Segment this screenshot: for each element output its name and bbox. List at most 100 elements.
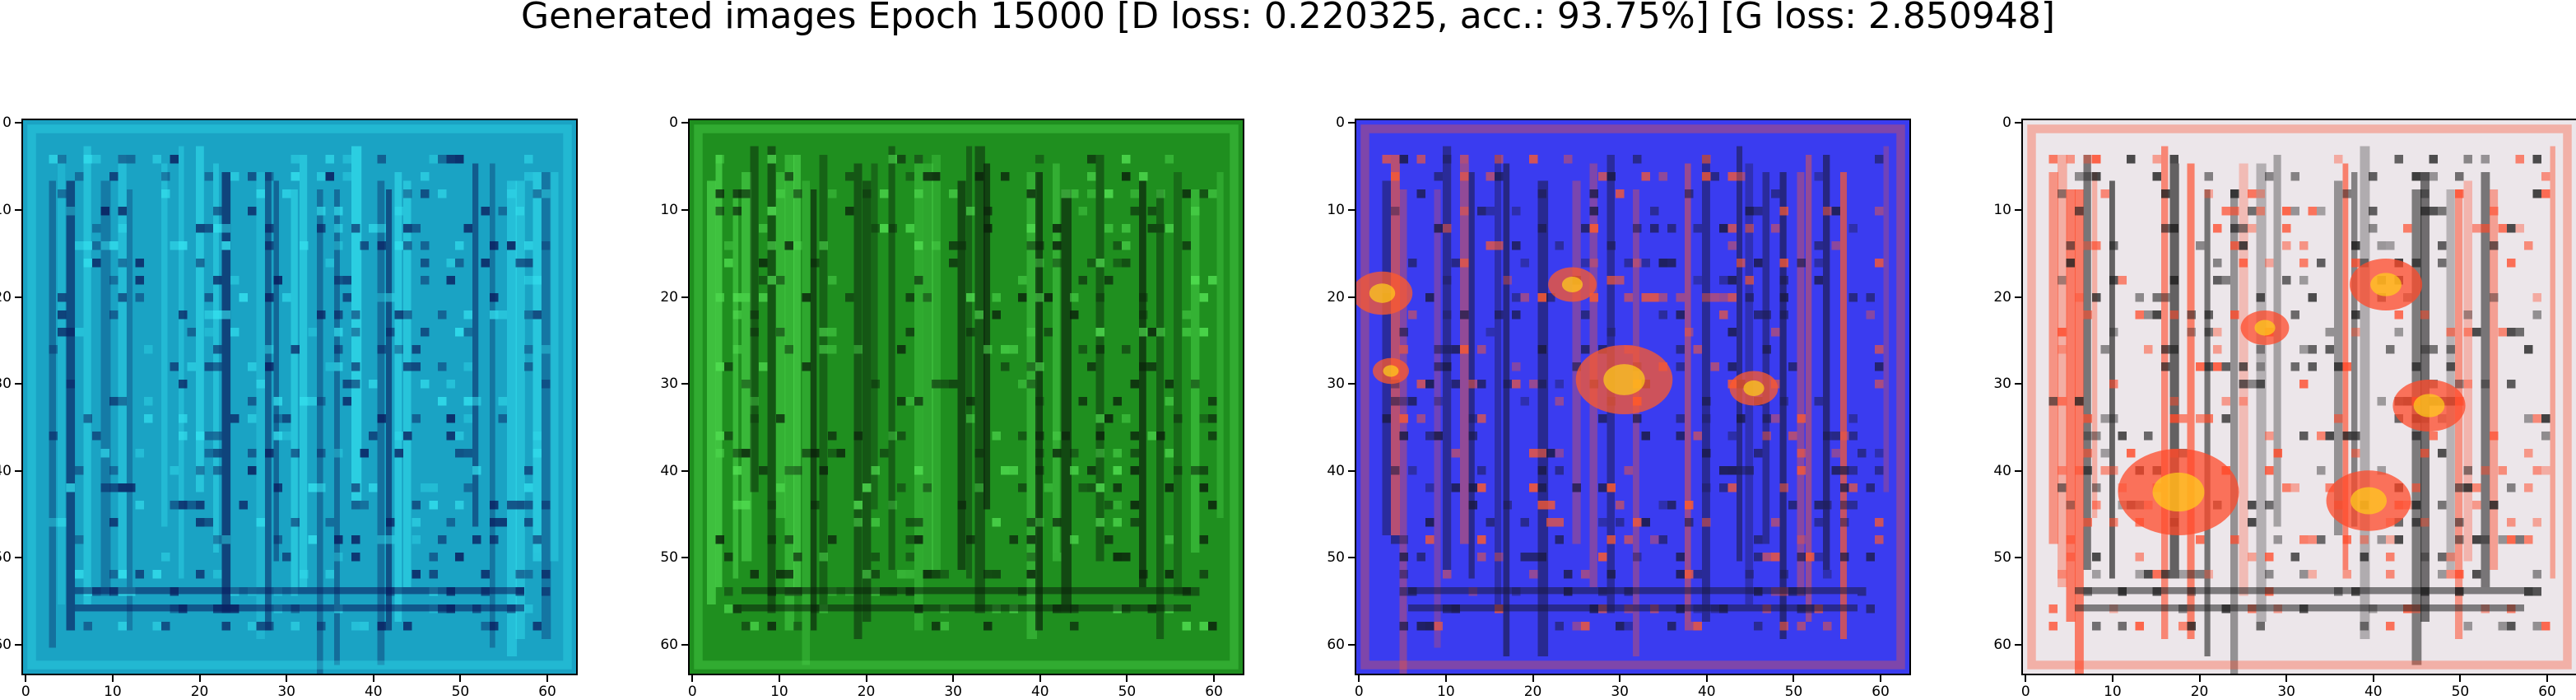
figure-title: Generated images Epoch 15000 [D loss: 0.… xyxy=(520,0,2056,37)
y-tick-mark xyxy=(681,469,688,472)
x-tick-mark xyxy=(198,675,201,682)
generated-image-pixels xyxy=(690,120,1243,674)
generated-image-4 xyxy=(2021,119,2576,675)
generated-image-pixels xyxy=(23,120,576,674)
x-tick-label: 60 xyxy=(1872,684,1890,700)
y-tick-mark xyxy=(15,557,21,559)
y-tick-mark xyxy=(681,383,688,385)
x-tick-label: 50 xyxy=(2451,684,2470,700)
x-tick-mark xyxy=(952,675,955,682)
generated-image-3 xyxy=(1355,119,1911,675)
x-tick-mark xyxy=(1039,675,1041,682)
image-panel: 0 10 20 30 40 50 60 0 10 20 30 40 50 60 xyxy=(1993,114,2576,700)
x-tick-mark xyxy=(2111,675,2113,682)
y-tick-label: 60 xyxy=(1993,637,2011,654)
x-tick-label: 0 xyxy=(2020,684,2030,700)
y-tick-mark xyxy=(2015,469,2021,472)
y-tick-mark xyxy=(1348,644,1355,646)
x-tick-mark xyxy=(2285,675,2288,682)
x-tick-mark xyxy=(25,675,27,682)
x-tick-mark xyxy=(286,675,288,682)
x-tick-label: 0 xyxy=(687,684,697,700)
y-tick-label: 20 xyxy=(0,288,12,306)
y-tick-mark xyxy=(1348,383,1355,385)
x-tick-label: 20 xyxy=(1523,684,1542,700)
image-panel: 0 10 20 30 40 50 60 0 10 20 30 40 50 60 xyxy=(1327,114,1911,700)
x-tick-label: 20 xyxy=(857,684,876,700)
y-tick-mark xyxy=(681,296,688,298)
x-tick-mark xyxy=(778,675,780,682)
x-tick-mark xyxy=(1126,675,1128,682)
y-tick-label: 20 xyxy=(1993,288,2011,306)
x-tick-label: 0 xyxy=(21,684,30,700)
y-tick-label: 40 xyxy=(0,462,12,479)
x-tick-mark xyxy=(2198,675,2201,682)
y-tick-mark xyxy=(1348,208,1355,211)
x-tick-label: 30 xyxy=(944,684,962,700)
generated-image-pixels xyxy=(2023,120,2576,674)
image-panel: 0 10 20 30 40 50 60 0 10 20 30 40 50 60 xyxy=(0,114,578,700)
y-tick-mark xyxy=(681,644,688,646)
y-tick-label: 0 xyxy=(2002,114,2011,132)
y-tick-label: 30 xyxy=(1993,376,2011,393)
x-tick-mark xyxy=(1619,675,1621,682)
y-tick-label: 10 xyxy=(1993,201,2011,218)
y-tick-mark xyxy=(2015,122,2021,124)
y-tick-label: 50 xyxy=(1993,549,2011,567)
y-tick-mark xyxy=(15,383,21,385)
y-tick-label: 20 xyxy=(660,288,678,306)
x-tick-label: 10 xyxy=(104,684,122,700)
y-tick-label: 0 xyxy=(1336,114,1345,132)
x-tick-label: 40 xyxy=(2364,684,2383,700)
y-tick-label: 50 xyxy=(1327,549,1345,567)
x-tick-mark xyxy=(1880,675,1882,682)
y-tick-label: 10 xyxy=(0,201,12,218)
x-tick-mark xyxy=(2459,675,2462,682)
y-tick-mark xyxy=(1348,557,1355,559)
y-tick-label: 40 xyxy=(1327,462,1345,479)
y-tick-label: 10 xyxy=(1327,201,1345,218)
y-tick-mark xyxy=(1348,122,1355,124)
y-tick-label: 10 xyxy=(660,201,678,218)
x-tick-label: 60 xyxy=(1205,684,1223,700)
y-tick-label: 50 xyxy=(0,549,12,567)
x-tick-mark xyxy=(372,675,374,682)
x-tick-mark xyxy=(1793,675,1795,682)
x-tick-mark xyxy=(2025,675,2027,682)
x-tick-label: 10 xyxy=(2104,684,2122,700)
y-tick-mark xyxy=(681,208,688,211)
y-tick-mark xyxy=(681,557,688,559)
y-tick-label: 30 xyxy=(1327,376,1345,393)
x-tick-mark xyxy=(1358,675,1360,682)
x-tick-label: 50 xyxy=(1784,684,1803,700)
y-tick-label: 0 xyxy=(669,114,678,132)
y-tick-mark xyxy=(1348,296,1355,298)
x-tick-label: 30 xyxy=(277,684,295,700)
x-tick-label: 10 xyxy=(770,684,788,700)
y-tick-label: 30 xyxy=(0,376,12,393)
y-tick-label: 20 xyxy=(1327,288,1345,306)
x-tick-label: 0 xyxy=(1354,684,1364,700)
y-tick-mark xyxy=(15,296,21,298)
y-tick-mark xyxy=(15,469,21,472)
x-tick-mark xyxy=(1705,675,1708,682)
x-tick-label: 40 xyxy=(1030,684,1049,700)
y-tick-label: 60 xyxy=(1327,637,1345,654)
y-tick-mark xyxy=(15,644,21,646)
x-tick-label: 40 xyxy=(364,684,383,700)
x-tick-mark xyxy=(1444,675,1447,682)
generated-image-pixels xyxy=(1356,120,1909,674)
x-tick-mark xyxy=(111,675,114,682)
x-tick-label: 30 xyxy=(2277,684,2295,700)
y-tick-label: 40 xyxy=(1993,462,2011,479)
x-tick-label: 50 xyxy=(1118,684,1137,700)
y-tick-mark xyxy=(2015,383,2021,385)
y-tick-label: 30 xyxy=(660,376,678,393)
y-tick-label: 50 xyxy=(660,549,678,567)
x-tick-label: 20 xyxy=(2190,684,2209,700)
y-tick-mark xyxy=(2015,208,2021,211)
y-tick-label: 60 xyxy=(660,637,678,654)
image-panel: 0 10 20 30 40 50 60 0 10 20 30 40 50 60 xyxy=(660,114,1244,700)
y-tick-mark xyxy=(2015,644,2021,646)
x-tick-mark xyxy=(2546,675,2549,682)
